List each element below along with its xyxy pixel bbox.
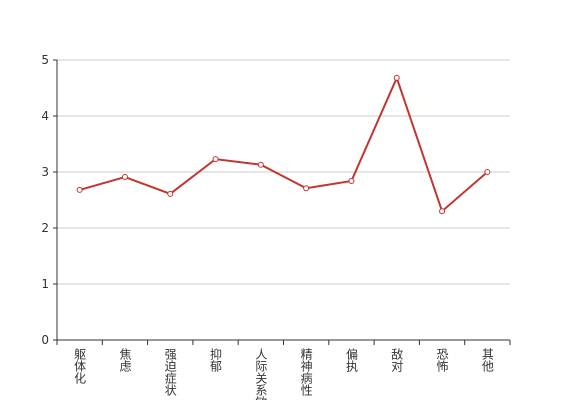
point [257,161,264,168]
x-tick-label: 精神病性 [299,348,313,397]
x-tick-label: 躯体化 [73,347,87,385]
x-tick-label: 焦虑 [118,348,132,372]
x-tick-label: 其他 [480,348,494,372]
point [212,156,219,163]
y-tick-label: 0 [41,333,49,347]
point [484,169,491,175]
x-tick-label: 抑郁 [209,347,223,373]
point [167,190,174,197]
x-tick-label: 恐怖 [435,348,449,372]
line [79,75,489,213]
point [121,174,128,181]
x-tick-label: 强迫症状 [163,348,177,396]
point [393,74,400,81]
y-tick-label: 5 [41,53,49,67]
y-tick-label: 3 [41,165,49,179]
x-tick-label: 偏执 [344,347,358,373]
y-tick-label: 2 [41,221,49,235]
x-tick-label: 人际关系敏感 [254,348,268,400]
point [439,208,446,215]
x-tick-label: 敌对 [390,347,404,372]
y-tick-label: 1 [41,277,49,291]
y-tick-label: 4 [41,109,49,123]
point [348,177,355,184]
point [76,186,83,193]
point [303,185,310,192]
